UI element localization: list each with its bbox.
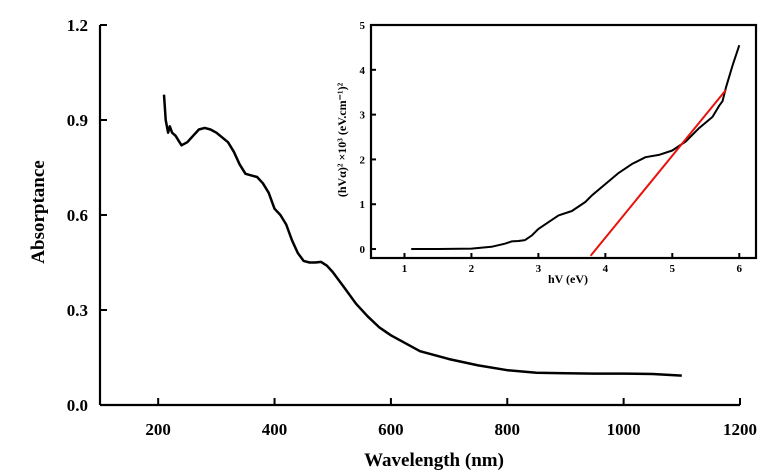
inset-y-tick-label: 5 <box>360 20 366 32</box>
absorptance-series-line <box>162 94 682 377</box>
main-x-ticks: 200 400 600 800 1000 1200 <box>145 398 757 439</box>
inset-y-tick-label: 1 <box>360 199 366 211</box>
inset-axes-frame <box>369 23 758 260</box>
main-plot: 200 400 600 800 1000 1200 0.0 0.3 0.6 0.9 1.2 Wav… <box>28 16 757 471</box>
tauc-linear-fit-line <box>589 89 727 257</box>
main-x-tick-label: 200 <box>145 420 171 439</box>
inset-y-axis-label: (hVα)² ×10³ (eV.cm⁻¹)² <box>335 82 349 197</box>
inset-y-tick-label: 3 <box>360 110 366 122</box>
inset-x-axis-label: hV (eV) <box>548 272 588 286</box>
x-axis-label: Wavelength (nm) <box>364 450 504 471</box>
inset-x-tick-label: 2 <box>469 263 475 275</box>
main-y-ticks: 0.0 0.3 0.6 0.9 1.2 <box>67 16 107 415</box>
tauc-series-line <box>411 44 741 250</box>
inset-axes <box>369 23 758 260</box>
y-axis-label: Absorptance <box>28 160 49 263</box>
inset-y-ticks: 0 1 2 3 4 5 <box>360 20 376 256</box>
main-x-tick-label: 1200 <box>723 420 757 439</box>
main-y-tick-label: 0.0 <box>67 396 88 415</box>
main-y-tick-label: 0.3 <box>67 301 88 320</box>
main-x-tick-label: 400 <box>262 420 288 439</box>
inset-x-tick-label: 5 <box>670 263 676 275</box>
main-x-tick-label: 1000 <box>607 420 641 439</box>
inset-x-tick-label: 1 <box>402 263 408 275</box>
main-y-tick-label: 0.6 <box>67 206 88 225</box>
main-y-tick-label: 0.9 <box>67 111 88 130</box>
inset-y-tick-label: 4 <box>360 65 366 77</box>
inset-plot: 1 2 3 4 5 6 0 1 2 3 4 5 hV (eV) (hVα)² ×10³ (eV.cm… <box>335 20 758 286</box>
main-x-tick-label: 800 <box>495 420 521 439</box>
inset-y-tick-label: 0 <box>360 244 366 256</box>
inset-y-tick-label: 2 <box>360 154 366 166</box>
inset-x-tick-label: 6 <box>737 263 743 275</box>
inset-x-tick-label: 3 <box>536 263 542 275</box>
main-x-tick-label: 600 <box>378 420 404 439</box>
inset-background <box>371 25 756 258</box>
main-y-tick-label: 1.2 <box>67 16 88 35</box>
inset-x-ticks: 1 2 3 4 5 6 <box>402 253 743 275</box>
inset-x-tick-label: 4 <box>603 263 609 275</box>
